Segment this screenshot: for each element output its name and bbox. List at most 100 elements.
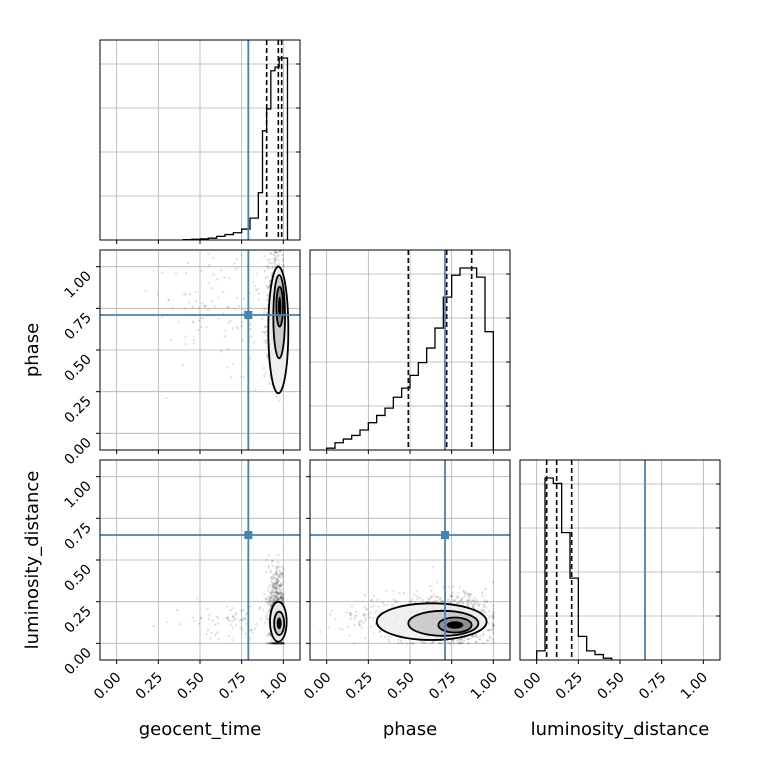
scatter-point (276, 590, 279, 594)
scatter-point (478, 638, 482, 641)
scatter-point (267, 589, 270, 592)
scatter-point (276, 592, 280, 595)
scatter-point (257, 298, 260, 301)
scatter-point (273, 579, 276, 582)
scatter-point (267, 633, 270, 636)
truth-marker (441, 531, 449, 539)
x-tick-label-geocent-time: 0.50 (174, 670, 207, 703)
scatter-point (274, 642, 278, 645)
y-axis-label-phase: phase (22, 323, 43, 377)
scatter-point (200, 269, 203, 272)
scatter-point (206, 308, 210, 311)
scatter-point (491, 614, 494, 618)
scatter-point (363, 613, 366, 616)
scatter-point (258, 607, 261, 610)
scatter-points (152, 553, 285, 645)
scatter-point (428, 597, 431, 600)
scatter-point (277, 253, 280, 257)
scatter-point (202, 305, 206, 308)
scatter-point (269, 642, 272, 645)
scatter-point (462, 591, 466, 594)
scatter-point (276, 642, 279, 645)
scatter-point (268, 240, 270, 242)
scatter-point (281, 642, 284, 645)
scatter-point (360, 626, 364, 629)
scatter-point (265, 570, 268, 574)
scatter-point (279, 575, 283, 578)
scatter-point (410, 600, 414, 603)
scatter-point (441, 600, 444, 603)
scatter-point (215, 277, 219, 281)
scatter-point (281, 576, 284, 580)
scatter-point (264, 340, 268, 344)
scatter-point (241, 321, 244, 324)
scatter-point (276, 642, 279, 645)
scatter-point (270, 596, 274, 600)
contour-peak (278, 296, 282, 317)
scatter-point (271, 601, 274, 604)
scatter-point (329, 613, 332, 616)
scatter-point (282, 642, 285, 645)
scatter-point (244, 622, 248, 625)
scatter-point (241, 618, 244, 621)
scatter-point (273, 258, 277, 262)
scatter-point (208, 614, 211, 617)
scatter-point (265, 597, 269, 601)
scatter-point (457, 602, 461, 605)
scatter-point (478, 603, 482, 606)
scatter-point (430, 642, 433, 645)
scatter-point (258, 606, 262, 609)
scatter-point (271, 581, 274, 585)
scatter-point (275, 578, 278, 581)
scatter-point (274, 577, 278, 580)
scatter-point (266, 264, 269, 268)
scatter-point (363, 593, 367, 597)
scatter-point (472, 605, 475, 608)
scatter-point (492, 612, 495, 615)
scatter-point (275, 642, 279, 645)
scatter-point (279, 596, 283, 599)
scatter-point (268, 261, 271, 265)
scatter-point (372, 594, 376, 598)
scatter-point (282, 593, 285, 596)
scatter-point (273, 642, 277, 645)
scatter-point (227, 321, 231, 324)
scatter-point (266, 618, 270, 621)
scatter-point (393, 601, 397, 604)
scatter-point (278, 571, 281, 574)
scatter-point (279, 642, 282, 645)
scatter-point (369, 605, 373, 609)
scatter-point (266, 642, 269, 645)
scatter-point (457, 591, 460, 595)
scatter-point (215, 615, 219, 618)
scatter-point (394, 599, 397, 602)
y-tick-label-phase: 0.25 (61, 393, 94, 426)
scatter-point (472, 596, 476, 599)
scatter-point (477, 604, 480, 607)
scatter-point (438, 642, 441, 645)
scatter-point (242, 375, 245, 378)
scatter-point (279, 642, 282, 645)
scatter-point (480, 609, 484, 612)
scatter-point (278, 568, 281, 572)
scatter-point (184, 292, 187, 296)
scatter-point (262, 592, 266, 596)
scatter-point (270, 642, 274, 645)
scatter-point (206, 628, 210, 632)
scatter-point (249, 327, 252, 331)
scatter-point (435, 581, 438, 584)
scatter-point (206, 607, 209, 610)
scatter-point (270, 642, 273, 645)
scatter-point (274, 642, 278, 645)
scatter-point (392, 598, 395, 601)
scatter-point (192, 320, 195, 324)
scatter-point (475, 640, 478, 643)
scatter-point (439, 600, 443, 603)
scatter-point (272, 576, 275, 579)
scatter-point (269, 569, 273, 572)
scatter-point (279, 595, 283, 599)
scatter-point (451, 591, 454, 595)
scatter-point (191, 320, 194, 324)
scatter-point (461, 642, 464, 645)
scatter-point (242, 617, 246, 620)
